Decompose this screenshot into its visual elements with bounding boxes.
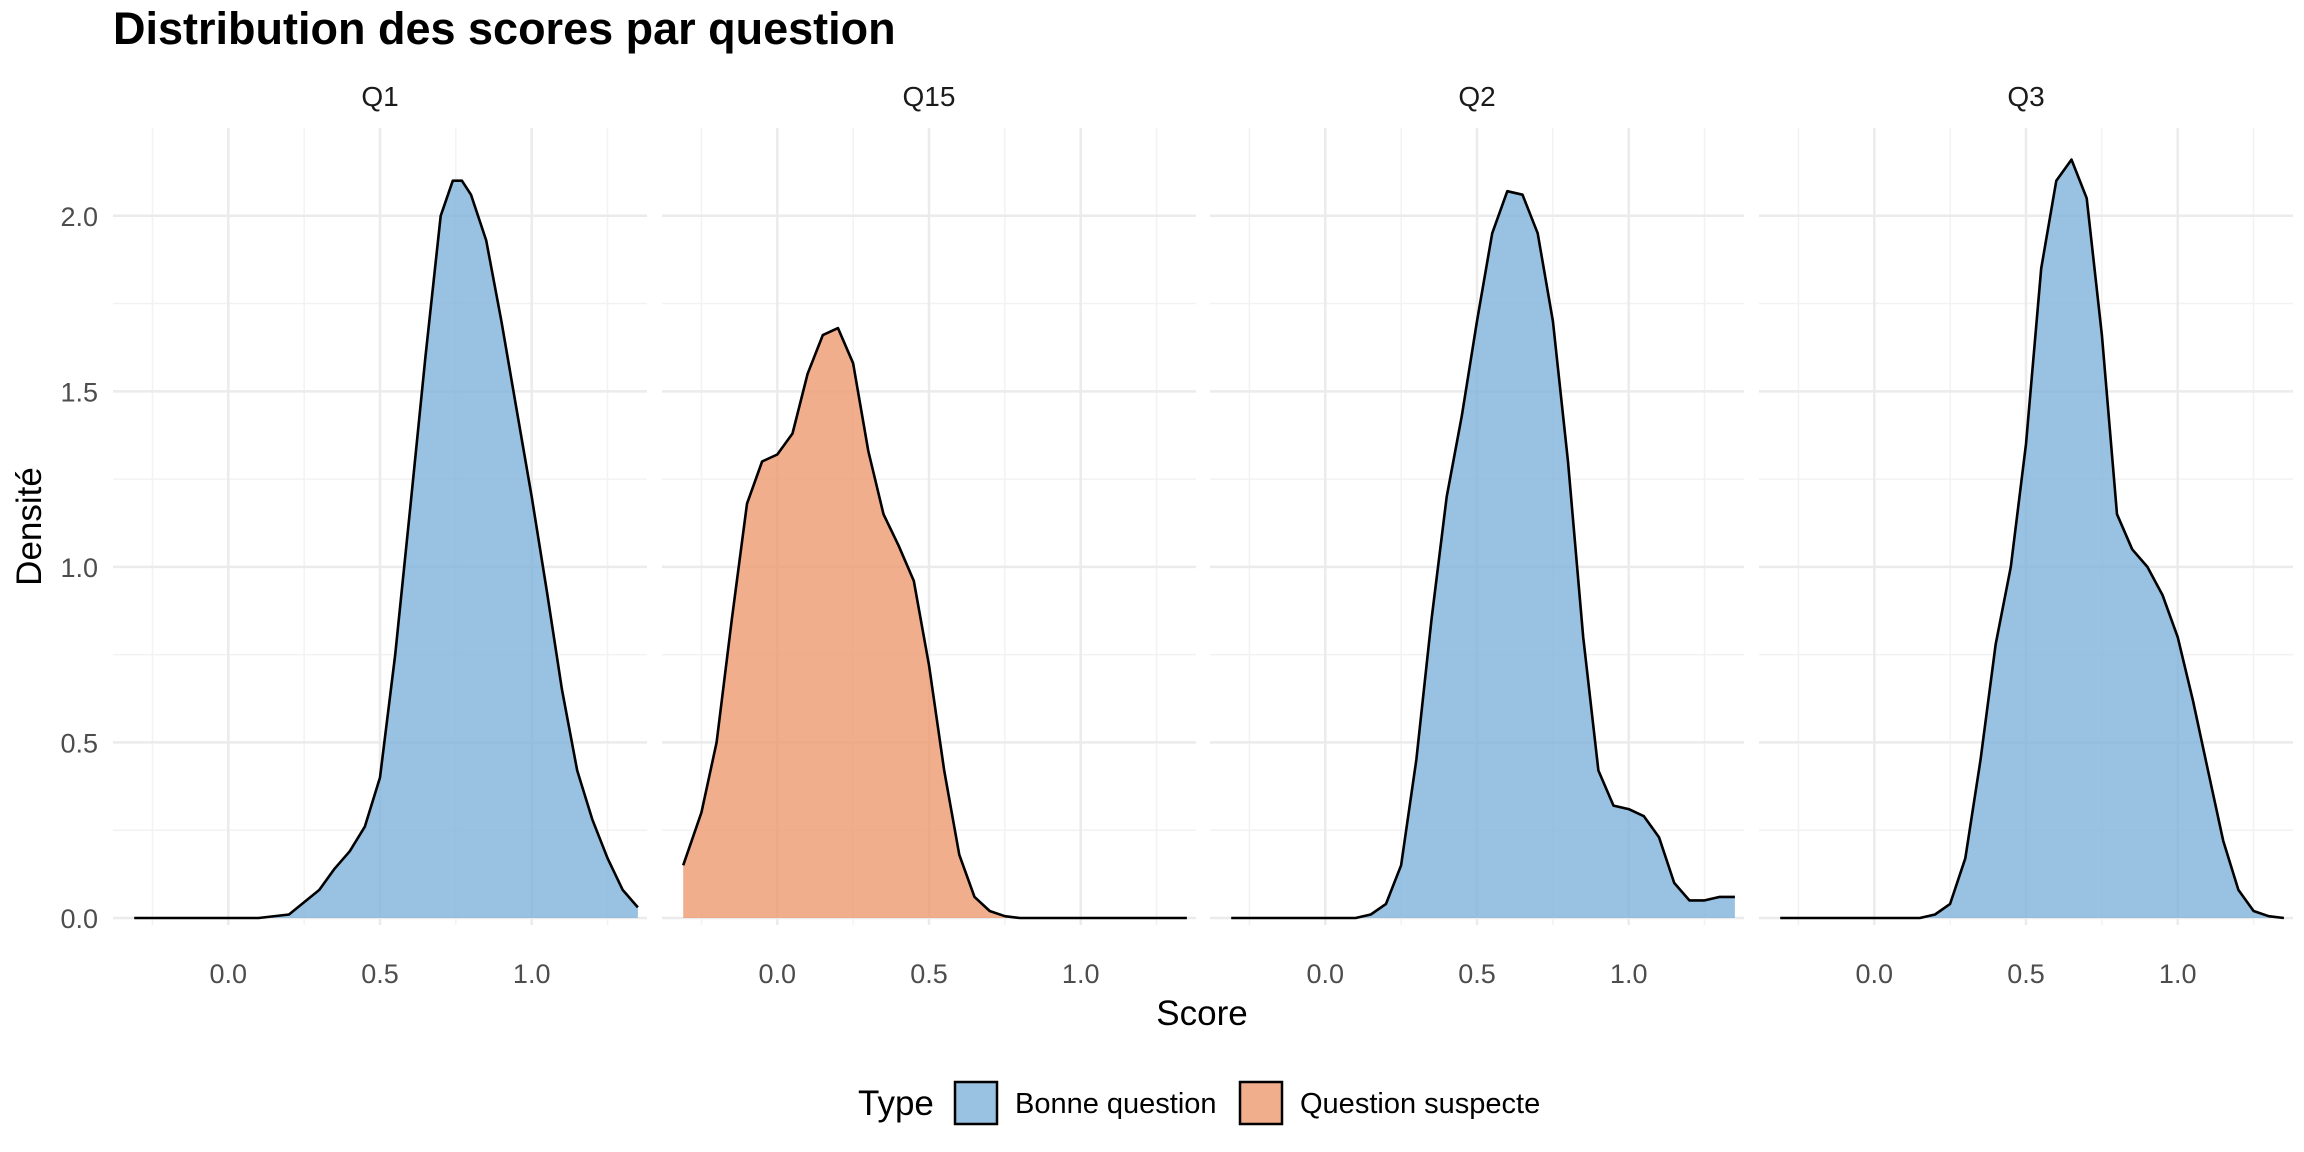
y-tick-label: 1.5 bbox=[60, 377, 98, 407]
y-tick-label: 1.0 bbox=[60, 553, 98, 583]
facet-panel-q3: Q3 0.0 0.5 1.0 bbox=[1759, 81, 2293, 989]
legend-key-1 bbox=[953, 1080, 999, 1126]
chart-title: Distribution des scores par question bbox=[113, 3, 896, 54]
facet-label: Q3 bbox=[2007, 81, 2044, 112]
density-line-q2 bbox=[1231, 189, 1735, 920]
x-tick-label: 0.0 bbox=[1307, 959, 1345, 989]
x-tick-label: 1.0 bbox=[2159, 959, 2197, 989]
x-tick-label: 1.0 bbox=[1062, 959, 1100, 989]
density-line-q15 bbox=[681, 326, 1187, 920]
y-axis-title: Densité bbox=[10, 467, 49, 586]
y-tick-label: 0.5 bbox=[60, 728, 98, 758]
facet-label: Q15 bbox=[903, 81, 956, 112]
y-axis: 0.0 0.5 1.0 1.5 2.0 bbox=[60, 202, 98, 934]
facet-panels: Q1 0.0 0.5 1.0 Q15 0.0 0.5 1.0 Q2 0.0 0.5 1.0 Q3 0.0 0… bbox=[113, 81, 2293, 989]
density-area-q15 bbox=[683, 328, 1187, 919]
x-tick-label: 0.0 bbox=[759, 959, 797, 989]
density-line-q1 bbox=[134, 179, 639, 920]
legend-label-2: Question suspecte bbox=[1300, 1088, 1540, 1120]
density-line-q3 bbox=[1780, 158, 2285, 920]
y-tick-label: 2.0 bbox=[60, 202, 98, 232]
facet-panel-q2: Q2 0.0 0.5 1.0 bbox=[1210, 81, 1744, 989]
legend-label-1: Bonne question bbox=[1015, 1088, 1217, 1120]
x-tick-label: 0.0 bbox=[210, 959, 248, 989]
density-area-q3 bbox=[1780, 159, 2284, 919]
x-tick-label: 0.5 bbox=[361, 959, 399, 989]
facet-panel-q1: Q1 0.0 0.5 1.0 bbox=[113, 81, 647, 989]
legend-title: Type bbox=[858, 1084, 934, 1123]
density-area-q1 bbox=[134, 180, 638, 918]
facet-label: Q1 bbox=[361, 81, 398, 112]
x-tick-label: 0.0 bbox=[1856, 959, 1894, 989]
x-tick-label: 0.5 bbox=[2007, 959, 2045, 989]
x-tick-label: 1.0 bbox=[1610, 959, 1648, 989]
y-tick-label: 0.0 bbox=[60, 904, 98, 934]
legend-key-2 bbox=[1238, 1080, 1284, 1126]
x-axis-title: Score bbox=[1156, 994, 1247, 1033]
x-tick-label: 0.5 bbox=[1458, 959, 1496, 989]
facet-panel-q15: Q15 0.0 0.5 1.0 bbox=[662, 81, 1196, 989]
x-tick-label: 1.0 bbox=[513, 959, 551, 989]
density-area-q2 bbox=[1231, 191, 1735, 918]
legend: Type Bonne question Question suspecte bbox=[858, 1080, 1540, 1126]
x-tick-label: 0.5 bbox=[910, 959, 948, 989]
facet-label: Q2 bbox=[1458, 81, 1495, 112]
